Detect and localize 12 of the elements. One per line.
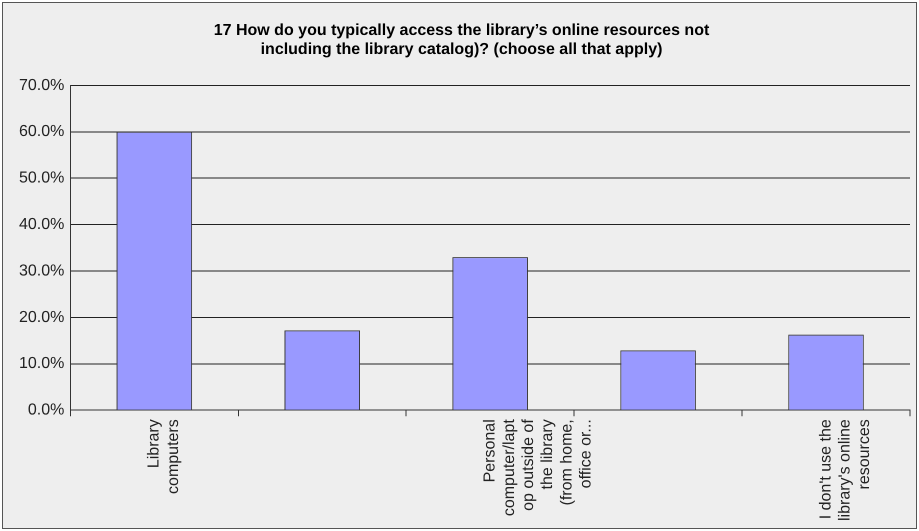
y-tick-label: 20.0% [18, 308, 64, 326]
y-tick-label: 50.0% [18, 170, 64, 187]
y-tick-label: 30.0% [18, 262, 64, 280]
x-tick-label: I don't use the library's online resources [817, 419, 873, 521]
y-tick-label: 0.0% [28, 402, 64, 419]
y-tick-label: 40.0% [18, 216, 64, 234]
x-tick-label: Personal computer/lapt op outside of the library (from home, office or... [482, 418, 595, 516]
y-tick-label: 60.0% [18, 123, 64, 140]
y-tick-label: 10.0% [18, 355, 64, 372]
chart-title: 17 How do you typically access the library’s online resources not including the library catalog)? (choose all that apply) [214, 22, 710, 58]
y-tick-label: 70.0% [18, 76, 64, 94]
x-tick-label: Library computers [146, 419, 182, 494]
